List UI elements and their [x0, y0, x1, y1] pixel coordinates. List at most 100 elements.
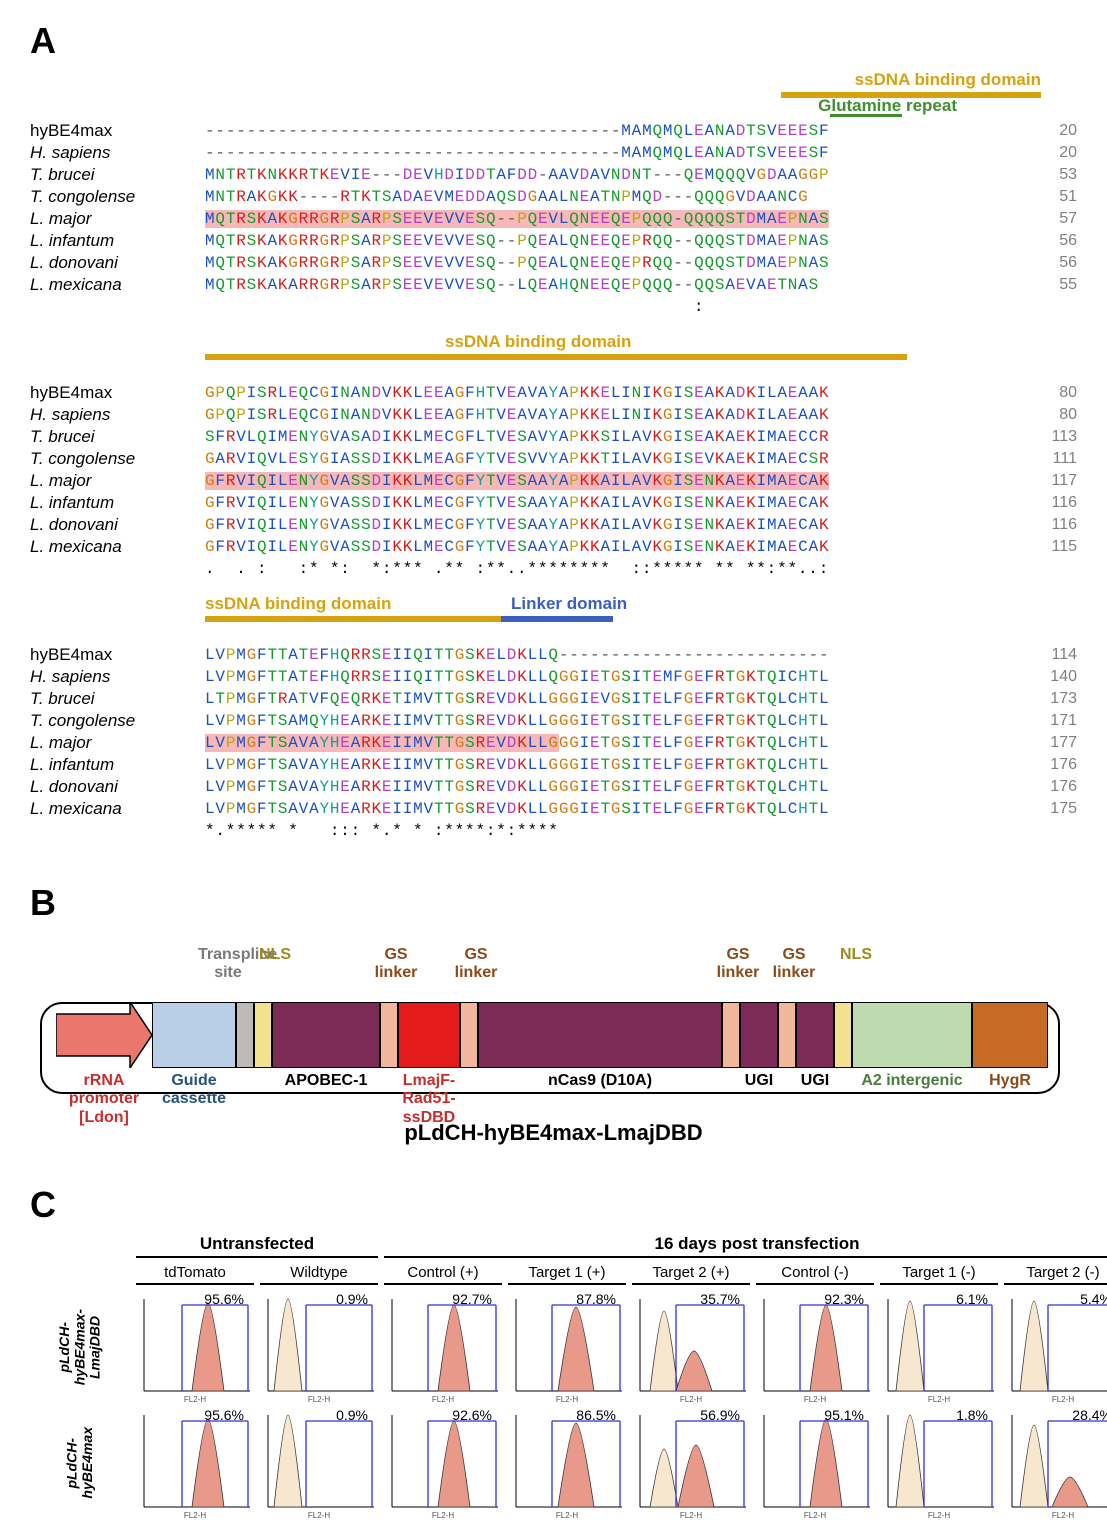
residue-number: 175 [1017, 798, 1077, 820]
flow-histogram: 6.1% FL2-H [880, 1291, 998, 1403]
flow-percent: 92.3% [824, 1291, 864, 1307]
sequence-row: GFRVIQILENYGVASSDIKKLMECGFYTVESAAYAPKKAI… [205, 536, 1017, 558]
species-name: L. mexicana [30, 274, 205, 296]
plasmid-name: pLdCH-hyBE4max-LmajDBD [30, 1120, 1077, 1146]
species-name: T. congolense [30, 448, 205, 470]
construct-top-label: GSlinker [446, 946, 506, 983]
residue-number: 173 [1017, 688, 1077, 710]
construct-diagram: TransplicesiteNLSGSlinkerGSlinkerGSlinke… [40, 984, 1060, 1114]
svg-text:FL2-H: FL2-H [1052, 1511, 1074, 1519]
residue-number: 111 [1017, 448, 1077, 470]
svg-text:FL2-H: FL2-H [556, 1511, 578, 1519]
flow-histogram: 92.7% FL2-H [384, 1291, 502, 1403]
construct-block-rRNA-promoter [56, 1002, 152, 1068]
panel-b-label: B [30, 882, 56, 923]
flow-histogram: 0.9% FL2-H [260, 1407, 378, 1519]
sequence-row: GFRVIQILENYGVASSDIKKLMECGFYTVESAAYAPKKAI… [205, 470, 1017, 492]
flow-cytometry-grid: Untransfected 16 days post transfectiont… [30, 1234, 1077, 1519]
svg-text:FL2-H: FL2-H [308, 1511, 330, 1519]
residue-number: 116 [1017, 514, 1077, 536]
panel-a: A ssDNA binding domain Glutamine repeat … [30, 20, 1077, 842]
svg-text:FL2-H: FL2-H [928, 1395, 950, 1403]
sequence-row: GFRVIQILENYGVASSDIKKLMECGFYTVESAAYAPKKAI… [205, 514, 1017, 536]
sequence-row: MQTRSKAKGRRGRPSARPSEEVEVVESQ--PQEALQNEEQ… [205, 252, 1017, 274]
residue-number: 140 [1017, 666, 1077, 688]
flow-histogram: 1.8% FL2-H [880, 1407, 998, 1519]
species-name: L. infantum [30, 230, 205, 252]
flow-percent: 92.7% [452, 1291, 492, 1307]
flow-histogram: 5.4% FL2-H [1004, 1291, 1107, 1403]
species-name: L. mexicana [30, 798, 205, 820]
ssdna-domain-bar-3 [205, 616, 501, 622]
sequence-row: ----------------------------------------… [205, 142, 1017, 164]
construct-block-ugi1 [740, 1002, 778, 1068]
sequence-row: MQTRSKAKGRRGRPSARPSEEVEVVESQ--PQEVLQNEEQ… [205, 208, 1017, 230]
residue-number: 56 [1017, 252, 1077, 274]
svg-text:FL2-H: FL2-H [184, 1395, 206, 1403]
residue-number: 20 [1017, 120, 1077, 142]
svg-text:FL2-H: FL2-H [556, 1395, 578, 1403]
flow-histogram: 35.7% FL2-H [632, 1291, 750, 1403]
ssdna-domain-label: ssDNA binding domain [855, 70, 1041, 90]
construct-bottom-label: nCas9 (D10A) [470, 1072, 730, 1090]
species-name: L. donovani [30, 514, 205, 536]
flow-percent: 1.8% [956, 1407, 988, 1423]
construct-block-ncas9 [478, 1002, 722, 1068]
construct-bottom-label: A2 intergenic [844, 1072, 980, 1090]
panel-a-label: A [30, 20, 56, 61]
species-name: L. major [30, 732, 205, 754]
species-name: H. sapiens [30, 666, 205, 688]
species-name: L. infantum [30, 492, 205, 514]
species-name: T. brucei [30, 688, 205, 710]
ssdna-domain-label-2: ssDNA binding domain [445, 332, 631, 352]
species-name: L. mexicana [30, 536, 205, 558]
flow-percent: 5.4% [1080, 1291, 1107, 1307]
glutamine-bar [830, 114, 902, 117]
construct-top-label: NLS [245, 946, 305, 964]
residue-number: 55 [1017, 274, 1077, 296]
construct-bottom-label: UGI [788, 1072, 842, 1090]
flow-column-label: Target 1 (-) [880, 1264, 998, 1285]
species-name: hyBE4max [30, 382, 205, 404]
flow-percent: 92.6% [452, 1407, 492, 1423]
residue-number: 115 [1017, 536, 1077, 558]
linker-domain-bar [501, 616, 613, 622]
residue-number: 56 [1017, 230, 1077, 252]
svg-text:FL2-H: FL2-H [432, 1395, 454, 1403]
flow-column-label: Control (-) [756, 1264, 874, 1285]
sequence-row: LVPMGFTSAVAYHEARKEIIMVTTGSREVDKLLGGGIETG… [205, 732, 1017, 754]
construct-block-nls2 [834, 1002, 852, 1068]
flow-histogram: 28.4% FL2-H [1004, 1407, 1107, 1519]
residue-number: 177 [1017, 732, 1077, 754]
flow-percent: 56.9% [700, 1407, 740, 1423]
construct-top-label: NLS [826, 946, 886, 964]
sequence-row: LVPMGFTSAVAYHEARKEIIMVTTGSREVDKLLGGGIETG… [205, 776, 1017, 798]
flow-histogram: 87.8% FL2-H [508, 1291, 626, 1403]
flow-percent: 6.1% [956, 1291, 988, 1307]
construct-block-gs3 [722, 1002, 740, 1068]
sequence-row: GPQPISRLEQCGINANDVKKLEEAGFHTVEAVAYAPKKEL… [205, 382, 1017, 404]
sequence-row: LVPMGFTTATEFHQRRSEIIQITTGSKELDKLLQ------… [205, 644, 1017, 666]
species-name: T. congolense [30, 186, 205, 208]
species-name: T. brucei [30, 426, 205, 448]
ssdna-domain-bar-2 [205, 354, 907, 360]
construct-bottom-label: UGI [732, 1072, 786, 1090]
flow-percent: 35.7% [700, 1291, 740, 1307]
species-name: hyBE4max [30, 120, 205, 142]
flow-column-label: tdTomato [136, 1264, 254, 1285]
group-header-post: 16 days post transfection [384, 1234, 1107, 1258]
flow-percent: 95.6% [204, 1291, 244, 1307]
species-name: L. infantum [30, 754, 205, 776]
species-name: L. major [30, 208, 205, 230]
residue-number: 117 [1017, 470, 1077, 492]
species-name: T. congolense [30, 710, 205, 732]
consensus-row: : [205, 296, 1017, 318]
species-name: H. sapiens [30, 142, 205, 164]
construct-block-hygr [972, 1002, 1048, 1068]
residue-number: 80 [1017, 382, 1077, 404]
construct-top-label: GSlinker [366, 946, 426, 983]
construct-block-gs1 [380, 1002, 398, 1068]
svg-text:FL2-H: FL2-H [184, 1511, 206, 1519]
svg-text:FL2-H: FL2-H [432, 1511, 454, 1519]
construct-bottom-label: LmajF-Rad51-ssDBD [390, 1072, 468, 1127]
